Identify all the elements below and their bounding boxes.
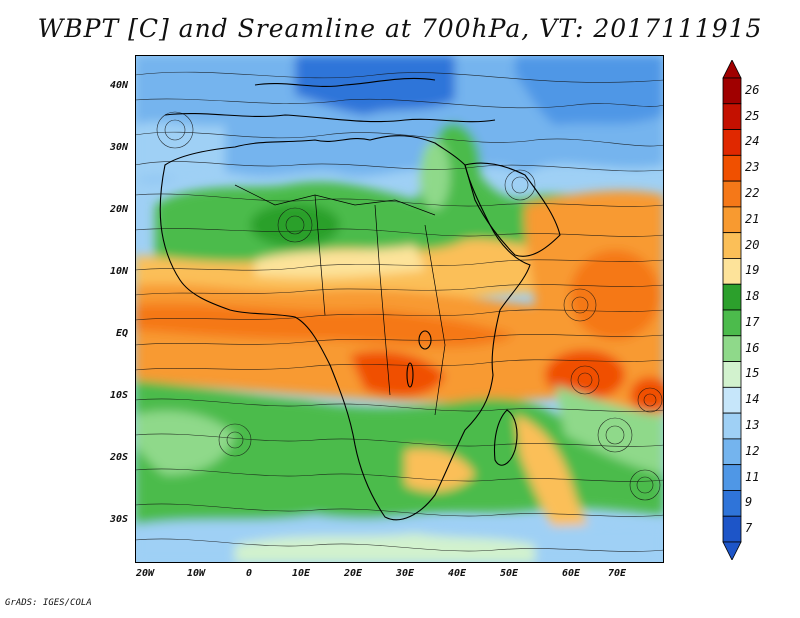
- lon-label-20e: 20E: [343, 568, 363, 579]
- colorbar-label: 17: [745, 314, 760, 329]
- colorbar-label: 14: [745, 392, 760, 407]
- colorbar-top-arrow: [722, 60, 742, 79]
- colorbar-swatch: [722, 490, 742, 517]
- colorbar-swatch: [722, 129, 742, 156]
- colorbar-label: 13: [745, 418, 760, 432]
- colorbar-label: 24: [745, 134, 760, 149]
- colorbar-label: 12: [745, 443, 760, 458]
- lon-label-70e: 70E: [607, 568, 627, 579]
- lon-label-10w: 10W: [186, 568, 206, 579]
- colorbar-swatch: [722, 515, 742, 543]
- colorbar-swatch: [722, 77, 742, 105]
- colorbar-label: 21: [745, 211, 760, 226]
- colorbar-swatch: [722, 103, 742, 130]
- colorbar-label: 16: [745, 340, 760, 355]
- colorbar-swatch: [722, 309, 742, 337]
- lon-label-30e: 30E: [395, 568, 415, 579]
- colorbar-swatch: [722, 283, 742, 311]
- colorbar-swatch: [722, 180, 742, 208]
- colorbar-swatch: [722, 206, 742, 234]
- colorbar-label: 9: [745, 495, 753, 510]
- coastlines: [159, 77, 561, 521]
- lon-label-20w: 20W: [135, 568, 155, 579]
- colorbar-swatch: [722, 258, 742, 285]
- lat-label-10s: 10S: [109, 390, 128, 401]
- colorbar-swatch: [722, 464, 742, 491]
- colorbar-swatch: [722, 386, 742, 414]
- lat-label-40n: 40N: [109, 80, 128, 91]
- colorbar: [722, 60, 742, 560]
- colorbar-label: 19: [745, 263, 760, 278]
- lat-label-30s: 30S: [109, 514, 128, 525]
- lat-label-20n: 20N: [109, 204, 128, 215]
- colorbar-label: 20: [745, 237, 760, 252]
- lat-label-eq: EQ: [115, 328, 128, 339]
- colorbar-bottom-arrow: [722, 541, 742, 560]
- colorbar-label: 23: [745, 160, 760, 175]
- colorbar-label: 26: [745, 82, 760, 97]
- wbpt-streamline-map: [135, 55, 664, 563]
- lon-label-50e: 50E: [499, 568, 519, 579]
- colorbar-swatch: [722, 335, 742, 362]
- streamlines: [135, 71, 664, 552]
- colorbar-label: 7: [745, 521, 753, 536]
- wbpt-shading: [135, 55, 664, 563]
- lon-label-0: 0: [245, 568, 253, 579]
- colorbar-label: 18: [745, 289, 760, 304]
- footer-credit: GrADS: IGES/COLA: [5, 598, 92, 608]
- colorbar-swatch: [722, 438, 742, 466]
- lon-label-40e: 40E: [447, 568, 467, 579]
- colorbar-label: 25: [745, 108, 760, 123]
- colorbar-swatch: [722, 154, 742, 182]
- colorbar-label: 11: [745, 469, 760, 484]
- lat-label-20s: 20S: [109, 452, 128, 463]
- colorbar-swatch: [722, 232, 742, 259]
- lon-label-10e: 10E: [291, 568, 311, 579]
- map-title: WBPT [C] and Sreamline at 700hPa, VT: 20…: [37, 14, 763, 43]
- colorbar-swatch: [722, 412, 742, 440]
- colorbar-label: 22: [745, 186, 760, 200]
- lat-label-10n: 10N: [109, 266, 128, 277]
- colorbar-label: 15: [745, 366, 760, 381]
- lat-label-30n: 30N: [109, 142, 128, 153]
- colorbar-swatch: [722, 361, 742, 388]
- lon-label-60e: 60E: [561, 568, 581, 579]
